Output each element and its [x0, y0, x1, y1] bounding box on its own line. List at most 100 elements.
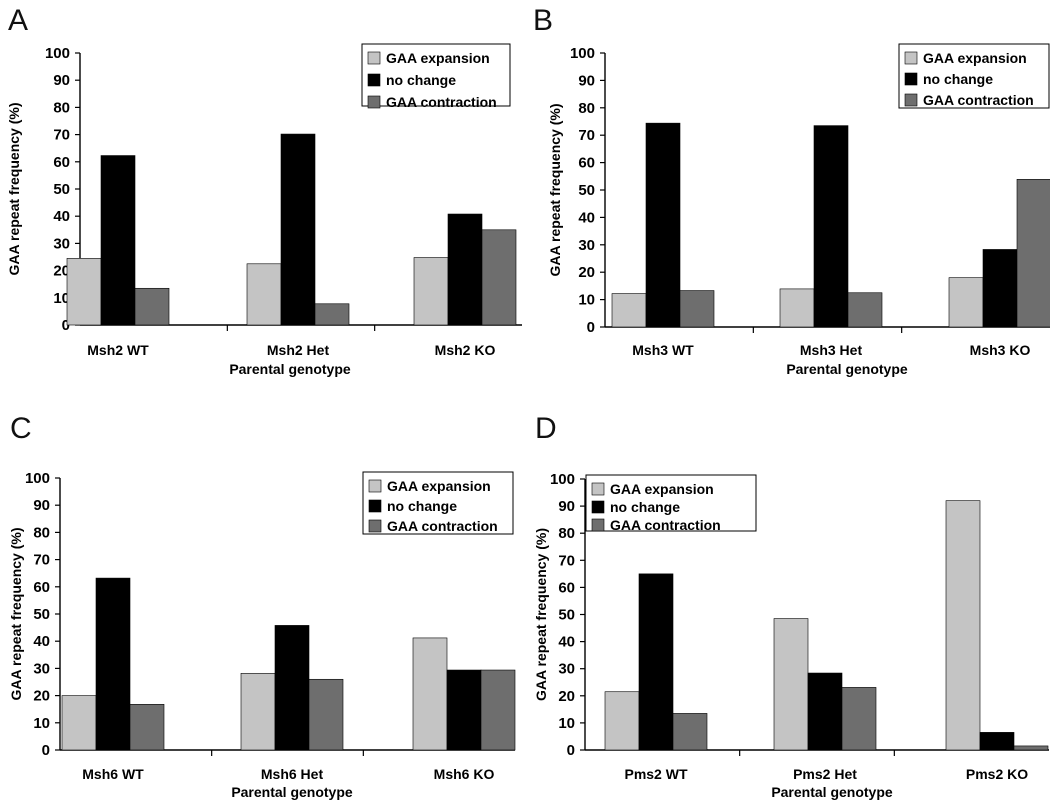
x-tick-label: Msh3 Het — [800, 342, 863, 358]
x-tick-label: Pms2 KO — [966, 766, 1028, 782]
legend-label-gaa-contraction: GAA contraction — [923, 92, 1034, 108]
y-tick-label: 60 — [53, 154, 70, 171]
y-tick-label: 50 — [53, 181, 70, 198]
x-tick-label: Msh6 WT — [82, 766, 144, 782]
y-tick-label: 20 — [53, 263, 70, 280]
bar-msh3-ko-gaa-expansion — [948, 277, 984, 328]
y-tick-label: 0 — [62, 317, 70, 334]
bar-msh6-het-gaa-expansion — [240, 672, 276, 751]
x-tick-label: Msh3 WT — [632, 342, 694, 358]
bar-msh3-ko-no-change — [982, 249, 1018, 328]
legend-swatch-gaa-contraction — [904, 93, 918, 107]
legend-label-gaa-contraction: GAA contraction — [610, 517, 721, 533]
bar-pms2-ko-no-change — [979, 732, 1015, 751]
bar-pms2-het-gaa-contraction — [841, 687, 877, 751]
y-tick-label: 80 — [578, 100, 595, 117]
y-tick-label: 90 — [53, 72, 70, 89]
y-tick-label: 100 — [25, 470, 50, 487]
chart-svg: A 0 10 20 30 40 50 60 70 80 90 100 Msh2 WT Msh2 Het Ms… — [6, 4, 522, 377]
y-tick-label: 10 — [558, 715, 575, 732]
bar-msh2-het-gaa-contraction — [314, 303, 350, 326]
y-tick-label: 100 — [550, 471, 575, 488]
x-tick-label: Msh6 KO — [434, 766, 495, 782]
y-axis-title: GAA repeat frequency (%) — [533, 528, 549, 701]
bar-msh3-wt-gaa-contraction — [679, 290, 715, 328]
y-tick-label: 80 — [53, 99, 70, 116]
y-tick-label: 90 — [33, 497, 50, 514]
y-axis-title: GAA repeat frequency (%) — [8, 528, 24, 701]
y-tick-label: 70 — [578, 127, 595, 144]
bar-msh3-ko-gaa-contraction — [1016, 179, 1050, 328]
legend-swatch-gaa-contraction — [591, 518, 605, 532]
bar-msh2-ko-gaa-contraction — [481, 229, 517, 326]
x-tick-label: Msh2 KO — [435, 342, 496, 358]
bar-msh6-het-gaa-contraction — [308, 678, 344, 751]
legend-label-gaa-expansion: GAA expansion — [610, 481, 714, 497]
x-axis-title: Parental genotype — [786, 361, 908, 377]
y-tick-label: 20 — [33, 688, 50, 705]
legend-swatch-gaa-expansion — [904, 51, 918, 65]
y-tick-label: 90 — [558, 498, 575, 515]
y-tick-label: 0 — [42, 742, 50, 759]
panel-letter: A — [8, 4, 28, 37]
y-tick-label: 80 — [33, 524, 50, 541]
bar-pms2-ko-gaa-expansion — [945, 500, 981, 751]
bar-msh6-wt-no-change — [95, 577, 131, 751]
y-tick-label: 100 — [45, 45, 70, 62]
chart-svg: B 0 10 20 30 40 50 60 70 80 90 100 Msh3 WT Msh3 Het Ms… — [533, 4, 1050, 377]
legend-label-gaa-expansion: GAA expansion — [923, 50, 1027, 66]
bar-msh3-wt-gaa-expansion — [611, 293, 647, 328]
legend-swatch-no-change — [591, 500, 605, 514]
bar-msh2-wt-gaa-expansion — [66, 258, 102, 326]
bar-pms2-wt-no-change — [638, 573, 674, 751]
y-tick-label: 10 — [578, 292, 595, 309]
bar-msh6-ko-gaa-expansion — [412, 637, 448, 751]
bar-msh6-ko-gaa-contraction — [480, 669, 516, 751]
legend-swatch-gaa-contraction — [367, 95, 381, 109]
x-tick-label: Pms2 Het — [793, 766, 857, 782]
y-axis-title: GAA repeat frequency (%) — [6, 103, 22, 276]
x-tick-label: Msh3 KO — [970, 342, 1031, 358]
panel-c: C 0 10 20 30 40 50 60 70 80 90 100 Msh6 WT Msh6 Het Ms… — [0, 401, 525, 803]
y-tick-label: 40 — [33, 633, 50, 650]
y-tick-label: 90 — [578, 72, 595, 89]
legend-box — [898, 43, 1050, 109]
bar-msh6-ko-no-change — [446, 669, 482, 751]
y-tick-label: 40 — [578, 209, 595, 226]
y-tick-label: 30 — [33, 660, 50, 677]
y-tick-label: 100 — [570, 45, 595, 62]
y-tick-label: 40 — [558, 634, 575, 651]
y-tick-label: 10 — [53, 290, 70, 307]
legend-label-no-change: no change — [387, 498, 457, 514]
y-tick-label: 40 — [53, 208, 70, 225]
legend-swatch-no-change — [368, 499, 382, 513]
panel-b: B 0 10 20 30 40 50 60 70 80 90 100 Msh3 WT Msh3 Het Ms… — [525, 0, 1050, 401]
legend-swatch-gaa-expansion — [591, 482, 605, 496]
legend-swatch-gaa-expansion — [367, 51, 381, 65]
x-tick-label: Msh2 Het — [267, 342, 330, 358]
legend-box — [361, 43, 511, 107]
x-tick-label: Pms2 WT — [624, 766, 687, 782]
panel-letter: B — [533, 4, 553, 37]
y-tick-label: 30 — [578, 237, 595, 254]
y-tick-label: 0 — [567, 742, 575, 759]
legend-box — [362, 471, 514, 535]
legend-swatch-no-change — [367, 73, 381, 87]
y-tick-label: 10 — [33, 715, 50, 732]
panel-letter: C — [10, 412, 32, 445]
legend-label-gaa-expansion: GAA expansion — [386, 50, 490, 66]
legend-swatch-gaa-expansion — [368, 479, 382, 493]
bar-msh6-het-no-change — [274, 625, 310, 751]
y-tick-label: 60 — [578, 155, 595, 172]
panel-d: D 0 10 20 30 40 50 60 70 80 90 100 Pms2 WT Pms2 Het Pm… — [525, 401, 1050, 803]
legend-label-gaa-contraction: GAA contraction — [386, 94, 497, 110]
y-tick-label: 20 — [558, 688, 575, 705]
bar-pms2-het-no-change — [807, 672, 843, 751]
legend-label-no-change: no change — [610, 499, 680, 515]
panel-letter: D — [535, 412, 557, 445]
bar-msh6-wt-gaa-expansion — [61, 695, 97, 751]
bar-pms2-ko-gaa-contraction — [1013, 745, 1049, 751]
bar-msh2-wt-no-change — [100, 155, 136, 326]
y-tick-label: 60 — [558, 579, 575, 596]
bar-msh3-het-no-change — [813, 125, 849, 328]
